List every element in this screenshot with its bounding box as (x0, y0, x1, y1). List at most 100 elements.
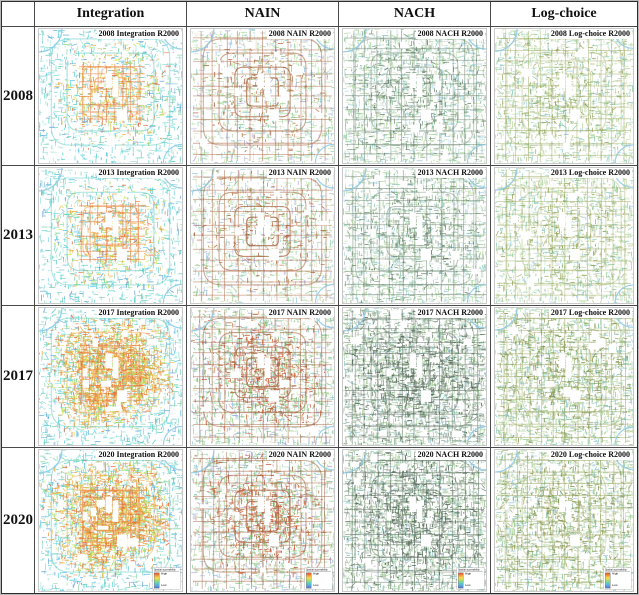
legend-title: Spatial accessibility (605, 569, 630, 572)
map-cell-2017-integration: 2017 Integration R2000 (35, 306, 186, 447)
legend-low-label: Low (465, 584, 471, 587)
legend-high-label: High (313, 572, 320, 576)
legend-color-ramp (605, 572, 611, 589)
legend-color-ramp (154, 572, 160, 589)
map-cell-2013-log-choice: 2013 Log-choice R2000 (491, 166, 637, 305)
map-title-label: 2017 Log-choice R2000 (548, 308, 632, 318)
legend-body: High Low (458, 572, 483, 589)
map-title-label: 2008 Log-choice R2000 (548, 29, 632, 39)
map-frame: 2017 Integration R2000 (38, 307, 183, 446)
map-frame: 2020 Log-choice R2000 Spatial accessibil… (494, 449, 634, 592)
map-cell-2008-nain: 2008 NAIN R2000 (187, 27, 338, 165)
legend-title: Spatial accessibility (154, 569, 179, 572)
map-title-label: 2017 Integration R2000 (96, 308, 181, 318)
legend-body: High Low (605, 572, 630, 589)
map-title-label: 2020 NACH R2000 (415, 450, 485, 460)
legend-high-label: High (161, 572, 168, 576)
map-frame: 2017 Log-choice R2000 (494, 307, 634, 446)
legend-inner: Spatial accessibility High Low (305, 568, 332, 589)
map-title-label: 2013 Integration R2000 (96, 168, 181, 178)
map-canvas-2013-log-choice (495, 168, 633, 303)
map-cell-2013-integration: 2013 Integration R2000 (35, 166, 186, 305)
map-legend: Spatial accessibility High Low (305, 568, 332, 589)
map-canvas-2013-nach (343, 168, 486, 303)
row-label-2017: 2017 (2, 306, 34, 447)
map-title-label: 2013 Log-choice R2000 (548, 168, 632, 178)
map-cell-2008-integration: 2008 Integration R2000 (35, 27, 186, 165)
legend-inner: Spatial accessibility High Low (457, 568, 484, 589)
map-title-label: 2013 NAIN R2000 (266, 168, 333, 178)
column-header-log-choice: Log-choice (491, 2, 637, 26)
map-title-label: 2008 Integration R2000 (96, 29, 181, 39)
map-canvas-2008-log-choice (495, 29, 633, 163)
corner-cell (2, 2, 34, 26)
legend-low-label: Low (313, 584, 319, 587)
map-frame: 2013 NAIN R2000 (190, 167, 335, 304)
map-canvas-2020-integration (39, 450, 182, 591)
map-cell-2013-nach: 2013 NACH R2000 (339, 166, 490, 305)
row-label-2013: 2013 (2, 166, 34, 305)
map-cell-2008-nach: 2008 NACH R2000 (339, 27, 490, 165)
map-cell-2020-nach: 2020 NACH R2000 Spatial accessibility Hi… (339, 448, 490, 593)
column-header-nach: NACH (339, 2, 490, 26)
map-frame: 2017 NAIN R2000 (190, 307, 335, 446)
map-canvas-2008-nach (343, 29, 486, 163)
legend-inner: Spatial accessibility High Low (153, 568, 180, 589)
legend-body: High Low (154, 572, 179, 589)
map-canvas-2017-log-choice (495, 308, 633, 445)
map-title-label: 2020 NAIN R2000 (266, 450, 333, 460)
map-frame: 2008 NAIN R2000 (190, 28, 335, 164)
map-title-label: 2020 Integration R2000 (96, 450, 181, 460)
row-label-2008: 2008 (2, 27, 34, 165)
map-legend: Spatial accessibility High Low (457, 568, 484, 589)
map-frame: 2008 Log-choice R2000 (494, 28, 634, 164)
legend-labels: High Low (464, 573, 471, 588)
map-title-label: 2020 Log-choice R2000 (548, 450, 632, 460)
map-frame: 2017 NACH R2000 (342, 307, 487, 446)
map-cell-2020-integration: 2020 Integration R2000 Spatial accessibi… (35, 448, 186, 593)
legend-labels: High Low (611, 572, 619, 588)
map-cell-2017-nach: 2017 NACH R2000 (339, 306, 490, 447)
legend-low-label: Low (161, 584, 167, 587)
map-title-label: 2008 NACH R2000 (415, 29, 485, 39)
legend-low-label: Low (612, 584, 618, 587)
map-frame: 2008 NACH R2000 (342, 28, 487, 164)
legend-title: Spatial accessibility (458, 569, 483, 572)
legend-labels: High Low (312, 572, 320, 588)
map-canvas-2013-integration (39, 168, 182, 303)
map-frame: 2020 Integration R2000 Spatial accessibi… (38, 449, 183, 592)
map-frame: 2013 NACH R2000 (342, 167, 487, 304)
legend-title: Spatial accessibility (306, 569, 331, 572)
legend-body: High Low (306, 572, 331, 589)
map-cell-2020-nain: 2020 NAIN R2000 Spatial accessibility Hi… (187, 448, 338, 593)
map-frame: 2008 Integration R2000 (38, 28, 183, 164)
map-legend: Spatial accessibility High Low (153, 568, 180, 589)
map-canvas-2020-nain (191, 450, 334, 591)
map-canvas-2020-nach (343, 450, 486, 591)
map-canvas-2017-nain (191, 308, 334, 445)
map-canvas-2017-nach (343, 308, 486, 445)
legend-high-label: High (612, 572, 619, 576)
map-cell-2017-log-choice: 2017 Log-choice R2000 (491, 306, 637, 447)
map-title-label: 2008 NAIN R2000 (266, 29, 333, 39)
legend-labels: High Low (160, 572, 168, 588)
map-canvas-2020-log-choice (495, 450, 633, 591)
map-cell-2020-log-choice: 2020 Log-choice R2000 Spatial accessibil… (491, 448, 637, 593)
legend-color-ramp (306, 572, 312, 589)
map-title-label: 2017 NAIN R2000 (266, 308, 333, 318)
map-canvas-2017-integration (39, 308, 182, 445)
map-title-label: 2013 NACH R2000 (415, 168, 485, 178)
map-frame: 2020 NAIN R2000 Spatial accessibility Hi… (190, 449, 335, 592)
map-cell-2013-nain: 2013 NAIN R2000 (187, 166, 338, 305)
map-cell-2017-nain: 2017 NAIN R2000 (187, 306, 338, 447)
row-label-2020: 2020 (2, 448, 34, 593)
legend-inner: Spatial accessibility High Low (604, 568, 631, 589)
legend-color-ramp (458, 572, 464, 589)
map-frame: 2020 NACH R2000 Spatial accessibility Hi… (342, 449, 487, 592)
map-frame: 2013 Log-choice R2000 (494, 167, 634, 304)
column-header-nain: NAIN (187, 2, 338, 26)
column-header-integration: Integration (35, 2, 186, 26)
map-title-label: 2017 NACH R2000 (415, 308, 485, 318)
